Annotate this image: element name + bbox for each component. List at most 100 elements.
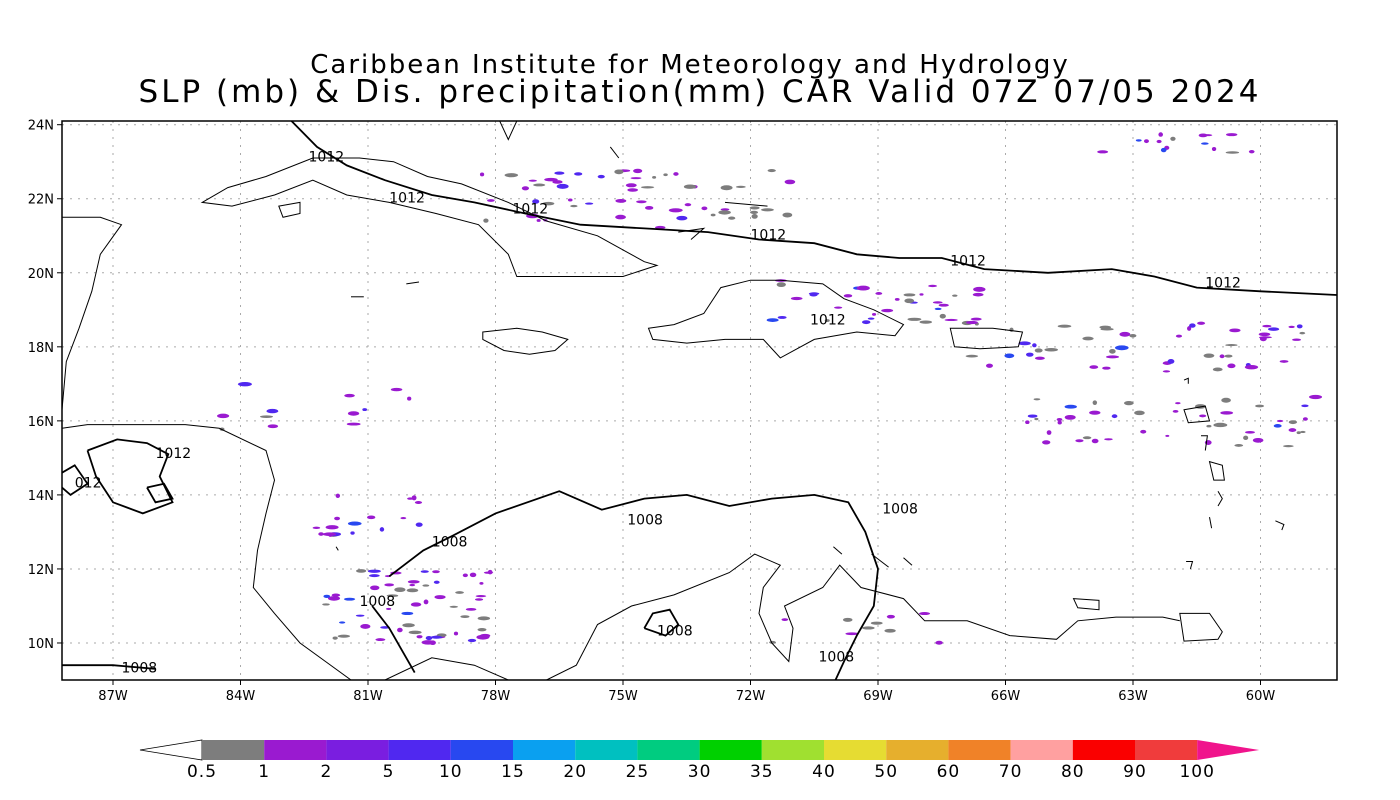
precip-cell xyxy=(986,363,993,368)
colorbar-swatch xyxy=(948,740,1011,760)
colorbar: 0.5 1 2 5 10 15 20 25 30 35 40 50 60 70 80 90 100 xyxy=(139,739,1260,782)
precip-cell xyxy=(420,570,429,573)
precip-cell xyxy=(469,572,477,578)
precip-cell xyxy=(346,422,361,426)
isobar-label: 1008 xyxy=(819,649,855,665)
precip-cell xyxy=(673,172,679,176)
precip-cell xyxy=(1213,422,1228,428)
precip-cell xyxy=(400,517,407,520)
lat-tick-label: 20N xyxy=(28,267,54,282)
precip-cell xyxy=(1224,354,1233,358)
precip-cell xyxy=(368,574,380,578)
lat-tick-label: 22N xyxy=(28,193,54,208)
precip-cell xyxy=(1245,431,1255,434)
precip-cell xyxy=(1082,336,1094,341)
precip-cell xyxy=(784,179,796,185)
precip-cell xyxy=(749,206,760,210)
precip-cell xyxy=(881,308,894,313)
precip-cell xyxy=(1255,404,1265,408)
coastline xyxy=(62,216,123,410)
isobar-labels: 1012 1012 1012 1012 1012 1012 1012 1012 012 1008 1… xyxy=(75,150,1241,677)
precip-cell xyxy=(267,424,279,429)
precip-cell xyxy=(1064,414,1076,420)
isobar-label: 1008 xyxy=(122,661,158,677)
coastline xyxy=(1179,612,1223,642)
precip-cell xyxy=(1165,434,1170,437)
precip-cell xyxy=(871,312,877,316)
lat-tick-label: 14N xyxy=(28,489,54,504)
chart-title: Caribbean Institute for Meteorology and … xyxy=(310,50,1070,80)
precip-cell xyxy=(907,317,922,321)
isobar-label: 1008 xyxy=(882,501,918,517)
precip-cell xyxy=(477,616,491,621)
isobars xyxy=(62,121,1337,680)
precip-cell xyxy=(701,206,708,211)
precip-cell xyxy=(355,614,365,617)
colorbar-swatch xyxy=(388,740,451,760)
precip-cell xyxy=(343,597,356,601)
precip-cell xyxy=(379,527,385,532)
precip-cell xyxy=(362,408,368,412)
precip-cell xyxy=(542,201,555,206)
precip-cell xyxy=(1057,420,1062,425)
precip-cell xyxy=(554,171,565,175)
precip-cell xyxy=(1187,326,1192,331)
colorbar-label: 25 xyxy=(626,762,650,782)
coastline xyxy=(1201,435,1208,451)
colorbar-swatch xyxy=(886,740,949,760)
precip-cell xyxy=(1091,438,1099,444)
precip-cell xyxy=(919,320,932,324)
precip-cell xyxy=(455,591,464,594)
precip-cell xyxy=(761,208,774,212)
coastline xyxy=(546,553,1180,680)
lon-tick-label: 69W xyxy=(863,689,893,704)
precip-cell xyxy=(633,168,643,174)
precip-cell xyxy=(856,285,870,291)
precip-cell xyxy=(965,320,978,325)
precip-cell xyxy=(567,198,573,202)
precip-cell xyxy=(1296,431,1301,435)
precip-cell xyxy=(1227,363,1236,369)
precip-cell xyxy=(318,532,324,536)
precip-cell xyxy=(1032,343,1037,348)
isobar-line xyxy=(371,605,416,674)
lon-tick-label: 72W xyxy=(736,689,766,704)
precip-cell xyxy=(1172,410,1179,413)
lat-tick-label: 12N xyxy=(28,563,54,578)
colorbar-label: 1 xyxy=(258,762,270,782)
precip-cell xyxy=(1092,400,1098,406)
precip-cell xyxy=(1027,414,1038,418)
precip-cell xyxy=(1248,149,1255,154)
colorbar-label: 35 xyxy=(750,762,774,782)
isobar-label: 1012 xyxy=(513,202,549,218)
precip-cell xyxy=(1229,328,1241,333)
precip-cell xyxy=(408,630,422,635)
coastline xyxy=(1209,517,1213,529)
precip-cell xyxy=(1105,355,1120,359)
precip-cell xyxy=(344,393,355,398)
precip-cell xyxy=(1199,414,1207,418)
colorbar-label: 90 xyxy=(1123,762,1147,782)
coastline xyxy=(1217,490,1223,507)
precip-cell xyxy=(574,172,583,176)
coastline xyxy=(1072,598,1100,611)
colorbar-swatch xyxy=(326,740,389,760)
precip-cell xyxy=(327,596,341,601)
precip-cell xyxy=(668,208,683,213)
precip-cell xyxy=(615,198,627,203)
colorbar-label: 40 xyxy=(812,762,836,782)
precip-cell xyxy=(1243,435,1249,441)
lon-tick-label: 60W xyxy=(1246,689,1276,704)
precip-cell xyxy=(1056,417,1063,422)
coastline xyxy=(609,146,620,159)
precip-cell xyxy=(465,607,477,611)
colorbar-label: 2 xyxy=(320,762,332,782)
isobar-label: 1012 xyxy=(810,313,846,329)
isobar-label: 1012 xyxy=(1205,276,1241,292)
precip-cell xyxy=(1211,146,1217,152)
precip-cell xyxy=(952,294,958,297)
precip-cell xyxy=(504,173,519,178)
precip-cell xyxy=(217,413,230,419)
precip-cell xyxy=(325,525,339,530)
coastline xyxy=(724,201,768,207)
